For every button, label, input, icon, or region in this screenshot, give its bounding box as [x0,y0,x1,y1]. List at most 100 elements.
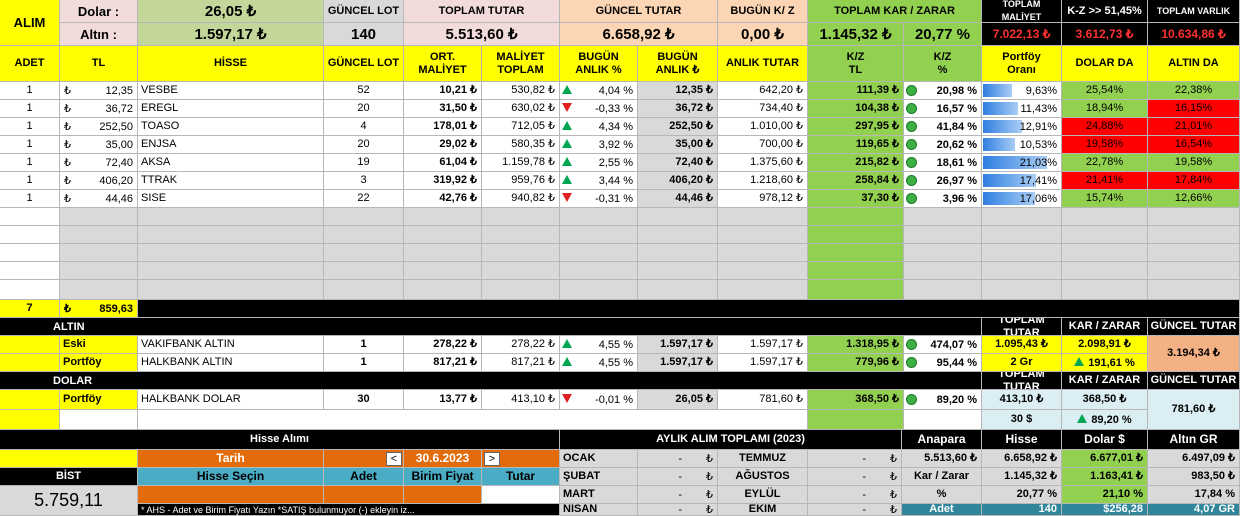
stock-anlik-tutar-text: 734,40 ₺ [759,102,803,114]
month-right-value: - ₺ [808,450,902,468]
month-left-label: NİSAN [560,504,638,516]
date-value[interactable]: 30.6.2023 [404,450,482,468]
stock-bugun-anlik: 12,35 ₺ [638,82,718,100]
empty-cell [138,208,324,226]
col-header-13[interactable]: ALTIN DA [1148,46,1240,82]
empty-cell [60,226,138,244]
stock-adet: 1 [0,136,60,154]
col-header-1[interactable]: TL [60,46,138,82]
dolar-row-anlik-text: 26,05 ₺ [675,393,713,405]
portfoy-oran-text: 10,53% [1019,138,1057,151]
col-header-0[interactable]: ADET [0,46,60,82]
status-dot-icon [904,193,921,204]
col-header-10[interactable]: K/Z % [904,46,982,82]
adet-input[interactable] [324,486,404,504]
altin-row-tutar: 1.597,17 ₺ [718,336,808,354]
col-header-12[interactable]: DOLAR DA [1062,46,1148,82]
summary-row2-2: 1.163,41 ₺ [1062,468,1148,486]
stock-hisse[interactable]: AKSA [138,154,324,172]
altin-row-name[interactable]: VAKIFBANK ALTIN [138,336,324,354]
currency-symbol: ₺ [890,453,897,465]
empty-cell [482,208,560,226]
empty-cell [638,280,718,300]
altin-row-tutar-text: 1.597,17 ₺ [750,338,803,350]
hisse-secin-input[interactable] [138,486,324,504]
alim-label: ALIM [0,0,60,46]
portfoy-bar [983,192,1035,205]
month-left-label-text: ŞUBAT [563,470,601,482]
dolar-row-name[interactable]: HALKBANK DOLAR [138,390,324,410]
stock-bugun-anlik-text: 12,35 ₺ [675,84,713,96]
stock-kz-tl-text: 111,39 ₺ [856,84,900,96]
dolar-row-kz-text: 368,50 ₺ [855,393,899,405]
col-header-11[interactable]: Portföy Oranı [982,46,1062,82]
guncel-lot-value: 140 [324,23,404,46]
dolar-section: DOLAR [0,372,982,390]
stock-ort-maliyet-text: 61,04 ₺ [439,156,477,168]
toplam-kz-pct: 20,77 % [904,23,982,46]
stock-ort-maliyet-text: 178,01 ₺ [433,120,477,132]
portfoy-bar [983,84,1012,97]
altin-pct-text: 4,55 % [598,338,633,351]
stock-bugun-anlik: 406,20 ₺ [638,172,718,190]
stock-hisse[interactable]: VESBE [138,82,324,100]
col-header-6[interactable]: BUGÜN ANLIK % [560,46,638,82]
month-right-label: AĞUSTOS [718,468,808,486]
altin-row-kzp: 474,07 % [904,336,982,354]
summary-row2-3: 983,50 ₺ [1148,468,1240,486]
empty-cell [0,336,60,354]
stock-dolar-da: 24,88% [1062,118,1148,136]
col-header-3[interactable]: GÜNCEL LOT [324,46,404,82]
col-header-2[interactable]: HİSSE [138,46,324,82]
empty-cell [0,208,60,226]
empty-cell [904,226,982,244]
dolar-kar-zarar-pct: 89,20 % [1062,410,1148,430]
empty-cell [0,354,60,372]
col-header-6-text: BUGÜN ANLIK % [575,50,622,76]
stock-hisse[interactable]: ENJSA [138,136,324,154]
hisse-alimi-title: Hisse Alımı [0,430,560,450]
birim-fiyat-input[interactable] [404,486,482,504]
empty-cell [982,262,1062,280]
col-header-2-text: HİSSE [213,57,247,69]
col-header-7[interactable]: BUGÜN ANLIK ₺ [638,46,718,82]
stock-hisse[interactable]: EREGL [138,100,324,118]
stock-dolar-da-text: 22,78% [1085,156,1124,168]
stock-kz-pct: 3,96 % [904,190,982,208]
altin-pct-text: 4,55 % [598,356,633,369]
summary-altin-h-text: Altın GR [1169,432,1218,446]
stock-hisse[interactable]: TOASO [138,118,324,136]
stock-ort-maliyet: 178,01 ₺ [404,118,482,136]
stock-dolar-da-text: 15,74% [1085,192,1124,204]
empty-cell [718,244,808,262]
total-adet: 7 [0,300,60,318]
stock-altin-da-text: 17,84% [1174,174,1213,186]
dolar-guncel-title-text: GÜNCEL TUTAR [1150,374,1237,386]
stock-lot: 20 [324,100,404,118]
stock-hisse[interactable]: TTRAK [138,172,324,190]
dolar-toplam-tutar: 413,10 ₺ [982,390,1062,410]
col-header-5[interactable]: MALİYET TOPLAM [482,46,560,82]
bist-value: 5.759,11 [0,486,138,516]
empty-cell [808,226,904,244]
summary-hisse-h-text: Hisse [1005,432,1038,446]
summary-hisse-h: Hisse [982,430,1062,450]
altin-toplam-title: TOPLAM TUTAR [982,318,1062,336]
altin-row-pct: 4,55 % [560,354,638,372]
empty-cell [560,244,638,262]
empty-cell [808,244,904,262]
stock-hisse-text: AKSA [141,156,171,168]
prev-date-button[interactable]: < [386,452,402,466]
stock-hisse[interactable]: SISE [138,190,324,208]
next-date-button[interactable]: > [484,452,500,466]
col-header-8[interactable]: ANLIK TUTAR [718,46,808,82]
toplam-kz-value: 1.145,32 ₺ [808,23,904,46]
month-left-label: ŞUBAT [560,468,638,486]
col-header-9[interactable]: K/Z TL [808,46,904,82]
col-header-4[interactable]: ORT. MALİYET [404,46,482,82]
date-value-text: 30.6.2023 [415,451,470,465]
dolar-value-text: 26,05 ₺ [204,2,257,20]
toplam-kz-title-text: TOPLAM KAR / ZARAR [834,4,955,17]
altin-row-name[interactable]: HALKBANK ALTIN [138,354,324,372]
dolar-row-kzp: 89,20 % [904,390,982,410]
